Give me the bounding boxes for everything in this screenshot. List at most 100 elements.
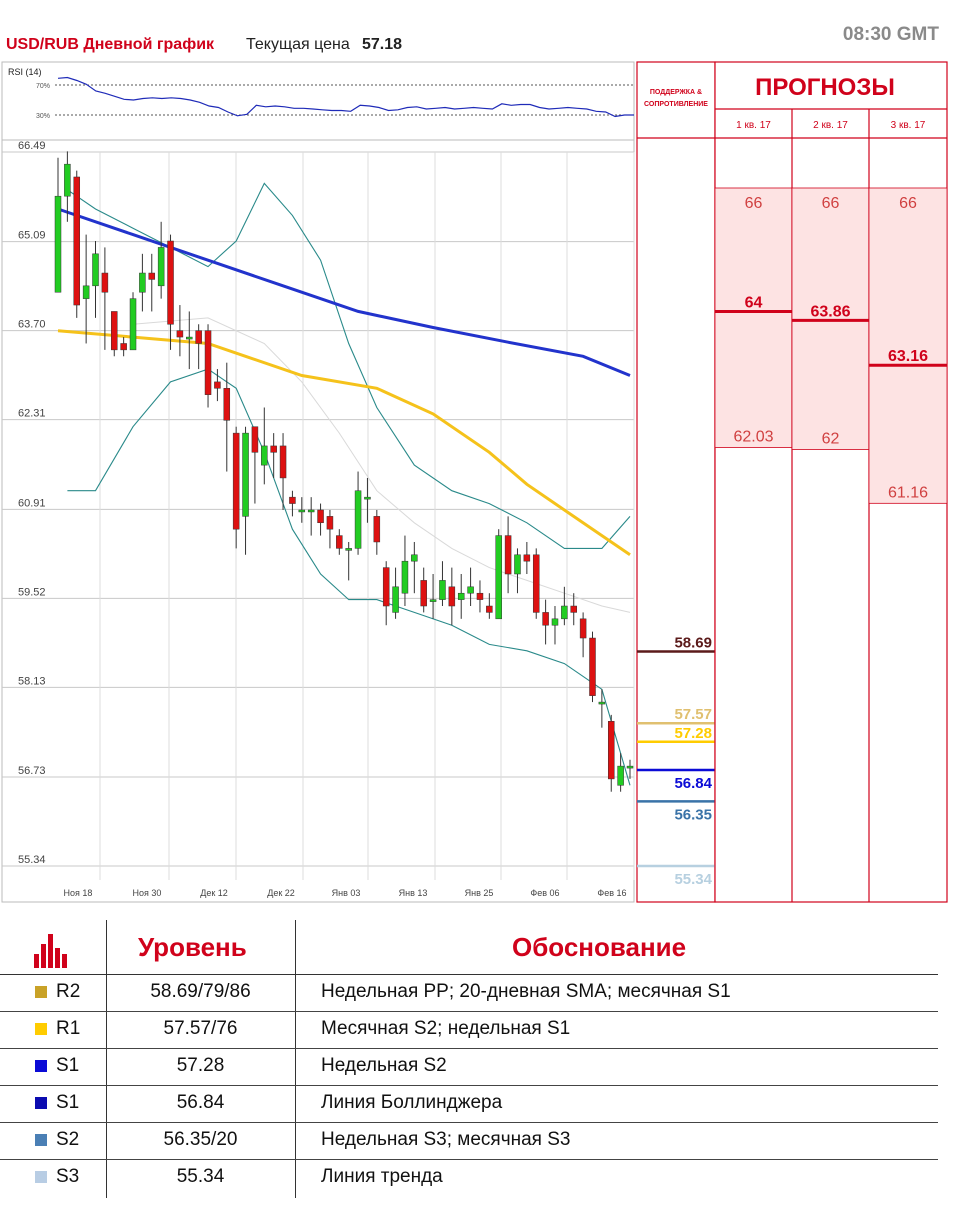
candle: [589, 631, 596, 703]
sr-column: [636, 61, 716, 903]
level-value: 57.28: [176, 1055, 225, 1076]
table-row: S1 56.84 Линия Боллинджера: [0, 1085, 938, 1121]
candle: [364, 477, 371, 523]
rsi-label: RSI (14): [8, 67, 42, 77]
x-tick-label: Ноя 30: [133, 888, 162, 898]
candle: [289, 490, 296, 517]
candle: [429, 573, 437, 619]
rsi-level-30: 30%: [36, 113, 50, 120]
table-divider: [0, 1011, 938, 1012]
forecast-low: 62.03: [733, 429, 773, 446]
level-reason: Месячная S2; недельная S1: [321, 1018, 571, 1039]
x-tick-label: Дек 12: [200, 888, 228, 898]
y-tick-label: 62.31: [18, 408, 46, 420]
candle: [214, 369, 221, 402]
x-tick-label: Янв 25: [465, 888, 494, 898]
candle: [354, 471, 362, 555]
level-reason: Линия Боллинджера: [321, 1092, 503, 1113]
level-color-swatch: [35, 986, 47, 998]
sr-level-label: 57.57: [674, 706, 712, 723]
table-divider: [0, 1122, 938, 1123]
forecast-range-box: [868, 187, 948, 504]
forecast-range-box: [714, 187, 793, 449]
forecast-title: ПРОГНОЗЫ: [755, 74, 895, 101]
forecast-low: 62: [822, 431, 840, 448]
chart-title: USD/RUB Дневной график: [6, 36, 215, 53]
level-value: 56.35/20: [163, 1129, 238, 1150]
candle: [279, 433, 287, 510]
forecast-quarter-label: 2 кв. 17: [813, 120, 848, 131]
y-tick-label: 59.52: [18, 586, 46, 598]
level-reason: Недельная S2: [321, 1055, 447, 1076]
sr-level-label: 55.34: [674, 871, 712, 888]
candle: [373, 509, 381, 555]
candle: [251, 426, 259, 504]
candle: [82, 234, 90, 344]
candle: [261, 407, 268, 485]
candle: [223, 362, 231, 472]
table-row: R1 57.57/76 Месячная S2; недельная S1: [0, 1011, 938, 1047]
sma-blue-line: [57, 207, 631, 377]
vline-2: [295, 920, 296, 1198]
x-tick-label: Дек 22: [267, 888, 295, 898]
sr-header-line2: СОПРОТИВЛЕНИЕ: [644, 101, 708, 108]
vline-1: [106, 920, 107, 1198]
candle: [176, 305, 184, 357]
candle: [439, 561, 446, 607]
level-color-swatch: [35, 1023, 47, 1035]
rsi-panel: [1, 61, 635, 141]
candle: [448, 567, 456, 626]
x-tick-label: Фев 16: [597, 888, 626, 898]
bollinger-lower-line: [67, 368, 631, 786]
sr-level-label: 56.35: [674, 806, 712, 823]
candle: [561, 586, 568, 626]
table-row: S2 56.35/20 Недельная S3; месячная S3: [0, 1122, 938, 1158]
level-name: S1: [56, 1092, 80, 1113]
candle: [420, 567, 427, 613]
forecast-high: 66: [899, 195, 917, 212]
candle: [73, 170, 81, 318]
level-name: R2: [56, 981, 81, 1002]
level-color-swatch: [35, 1134, 47, 1146]
candle: [336, 529, 343, 555]
candle: [167, 234, 174, 350]
current-price-label: Текущая цена: [246, 36, 350, 53]
candle: [504, 516, 512, 594]
candle: [148, 253, 156, 312]
current-price-value: 57.18: [362, 36, 403, 53]
y-tick-label: 56.73: [18, 765, 46, 777]
candle: [570, 593, 577, 626]
x-tick-label: Ноя 18: [64, 888, 93, 898]
forecast-mid: 63.86: [810, 303, 850, 320]
candle: [298, 497, 306, 523]
candle: [476, 580, 484, 613]
candle: [382, 561, 390, 626]
candle: [326, 509, 334, 549]
level-name: S1: [56, 1055, 80, 1076]
candle: [495, 529, 502, 620]
table-row: S3 55.34 Линия тренда: [0, 1159, 938, 1195]
level-value: 55.34: [176, 1166, 225, 1187]
candle: [617, 753, 624, 792]
y-tick-label: 65.09: [18, 230, 46, 242]
y-tick-label: 60.91: [18, 497, 46, 509]
x-tick-label: Янв 03: [332, 888, 361, 898]
forecast-high: 66: [822, 195, 840, 212]
candle: [345, 541, 352, 581]
candle: [186, 311, 193, 370]
candle: [111, 311, 118, 357]
y-tick-label: 58.13: [18, 675, 46, 687]
candle: [101, 247, 109, 350]
table-row: R2 58.69/79/86 Недельная PP; 20-дневная SM…: [0, 974, 938, 1010]
candle: [139, 253, 146, 312]
x-tick-label: Янв 13: [399, 888, 428, 898]
rsi-line: [57, 76, 634, 118]
candle: [157, 221, 165, 299]
level-color-swatch: [35, 1060, 47, 1072]
level-color-swatch: [35, 1171, 47, 1183]
candle: [523, 541, 531, 574]
table-divider: [0, 1085, 938, 1086]
chart-area: RSI (14) 70% 30% 66.49 65.09 63.70 62.31 60.…: [1, 61, 948, 903]
forecast-high: 66: [745, 195, 763, 212]
candle: [532, 548, 540, 619]
